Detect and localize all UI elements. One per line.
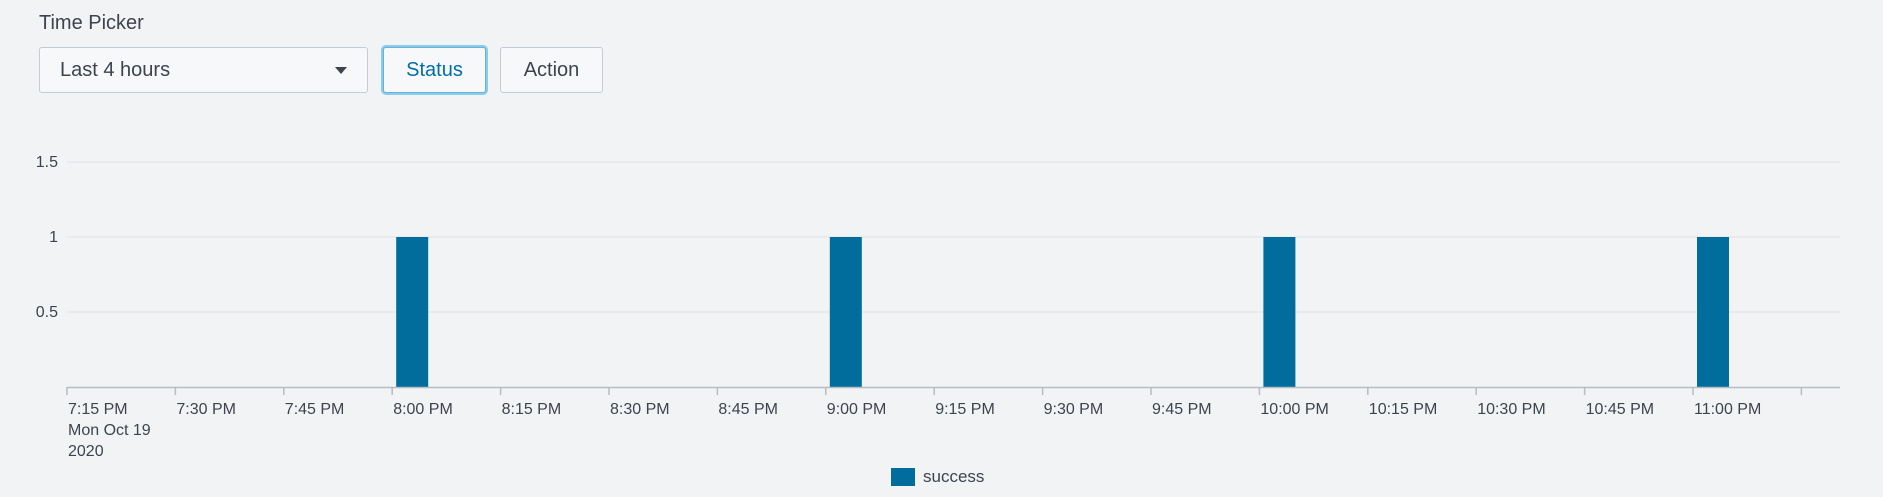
y-tick-label: 1 xyxy=(49,229,58,246)
x-axis: 7:15 PM 7:30 PM 7:45 PM 8:00 PM 8:15 PM 8:30 … xyxy=(66,386,1840,460)
x-tick-label: 8:15 PM xyxy=(502,401,562,418)
chart-legend: success xyxy=(891,467,984,487)
y-axis-ticks: 0.5 1 1.5 xyxy=(36,154,58,321)
y-tick-label: 0.5 xyxy=(36,304,58,321)
time-range-value: Last 4 hours xyxy=(60,58,171,81)
bar-success[interactable] xyxy=(1697,237,1729,387)
bar-success[interactable] xyxy=(1263,237,1296,387)
bars xyxy=(396,237,1729,387)
bar-success[interactable] xyxy=(396,237,429,387)
x-tick-label: 10:45 PM xyxy=(1586,401,1654,418)
action-button[interactable]: Action xyxy=(500,47,603,93)
y-tick-label: 1.5 xyxy=(36,154,58,171)
x-tick-label: 8:45 PM xyxy=(718,401,778,418)
x-date-label: Mon Oct 19 xyxy=(68,422,151,439)
x-tick-label: 10:00 PM xyxy=(1260,401,1328,418)
time-picker-label: Time Picker xyxy=(39,12,144,34)
x-tick-label: 7:30 PM xyxy=(176,401,236,418)
legend-swatch-success xyxy=(891,468,915,486)
status-button[interactable]: Status xyxy=(383,47,486,93)
legend-label-success: success xyxy=(923,467,985,486)
x-tick-label: 9:30 PM xyxy=(1044,401,1104,418)
x-date-label: 2020 xyxy=(68,443,104,460)
x-tick-label: 7:15 PM xyxy=(68,401,128,418)
bar-success[interactable] xyxy=(829,237,862,387)
x-tick-label: 9:00 PM xyxy=(827,401,887,418)
x-tick-label: 8:30 PM xyxy=(610,401,670,418)
time-range-dropdown[interactable]: Last 4 hours xyxy=(39,47,368,93)
x-tick-label: 11:00 PM xyxy=(1694,401,1761,418)
x-tick-label: 9:45 PM xyxy=(1152,401,1212,418)
x-tick-label: 10:30 PM xyxy=(1477,401,1545,418)
x-tick-label: 8:00 PM xyxy=(393,401,453,418)
x-tick-label: 9:15 PM xyxy=(935,401,995,418)
x-tick-label: 10:15 PM xyxy=(1369,401,1437,418)
chevron-down-icon xyxy=(335,67,347,74)
gridlines xyxy=(67,161,1840,313)
x-tick-label: 7:45 PM xyxy=(285,401,345,418)
